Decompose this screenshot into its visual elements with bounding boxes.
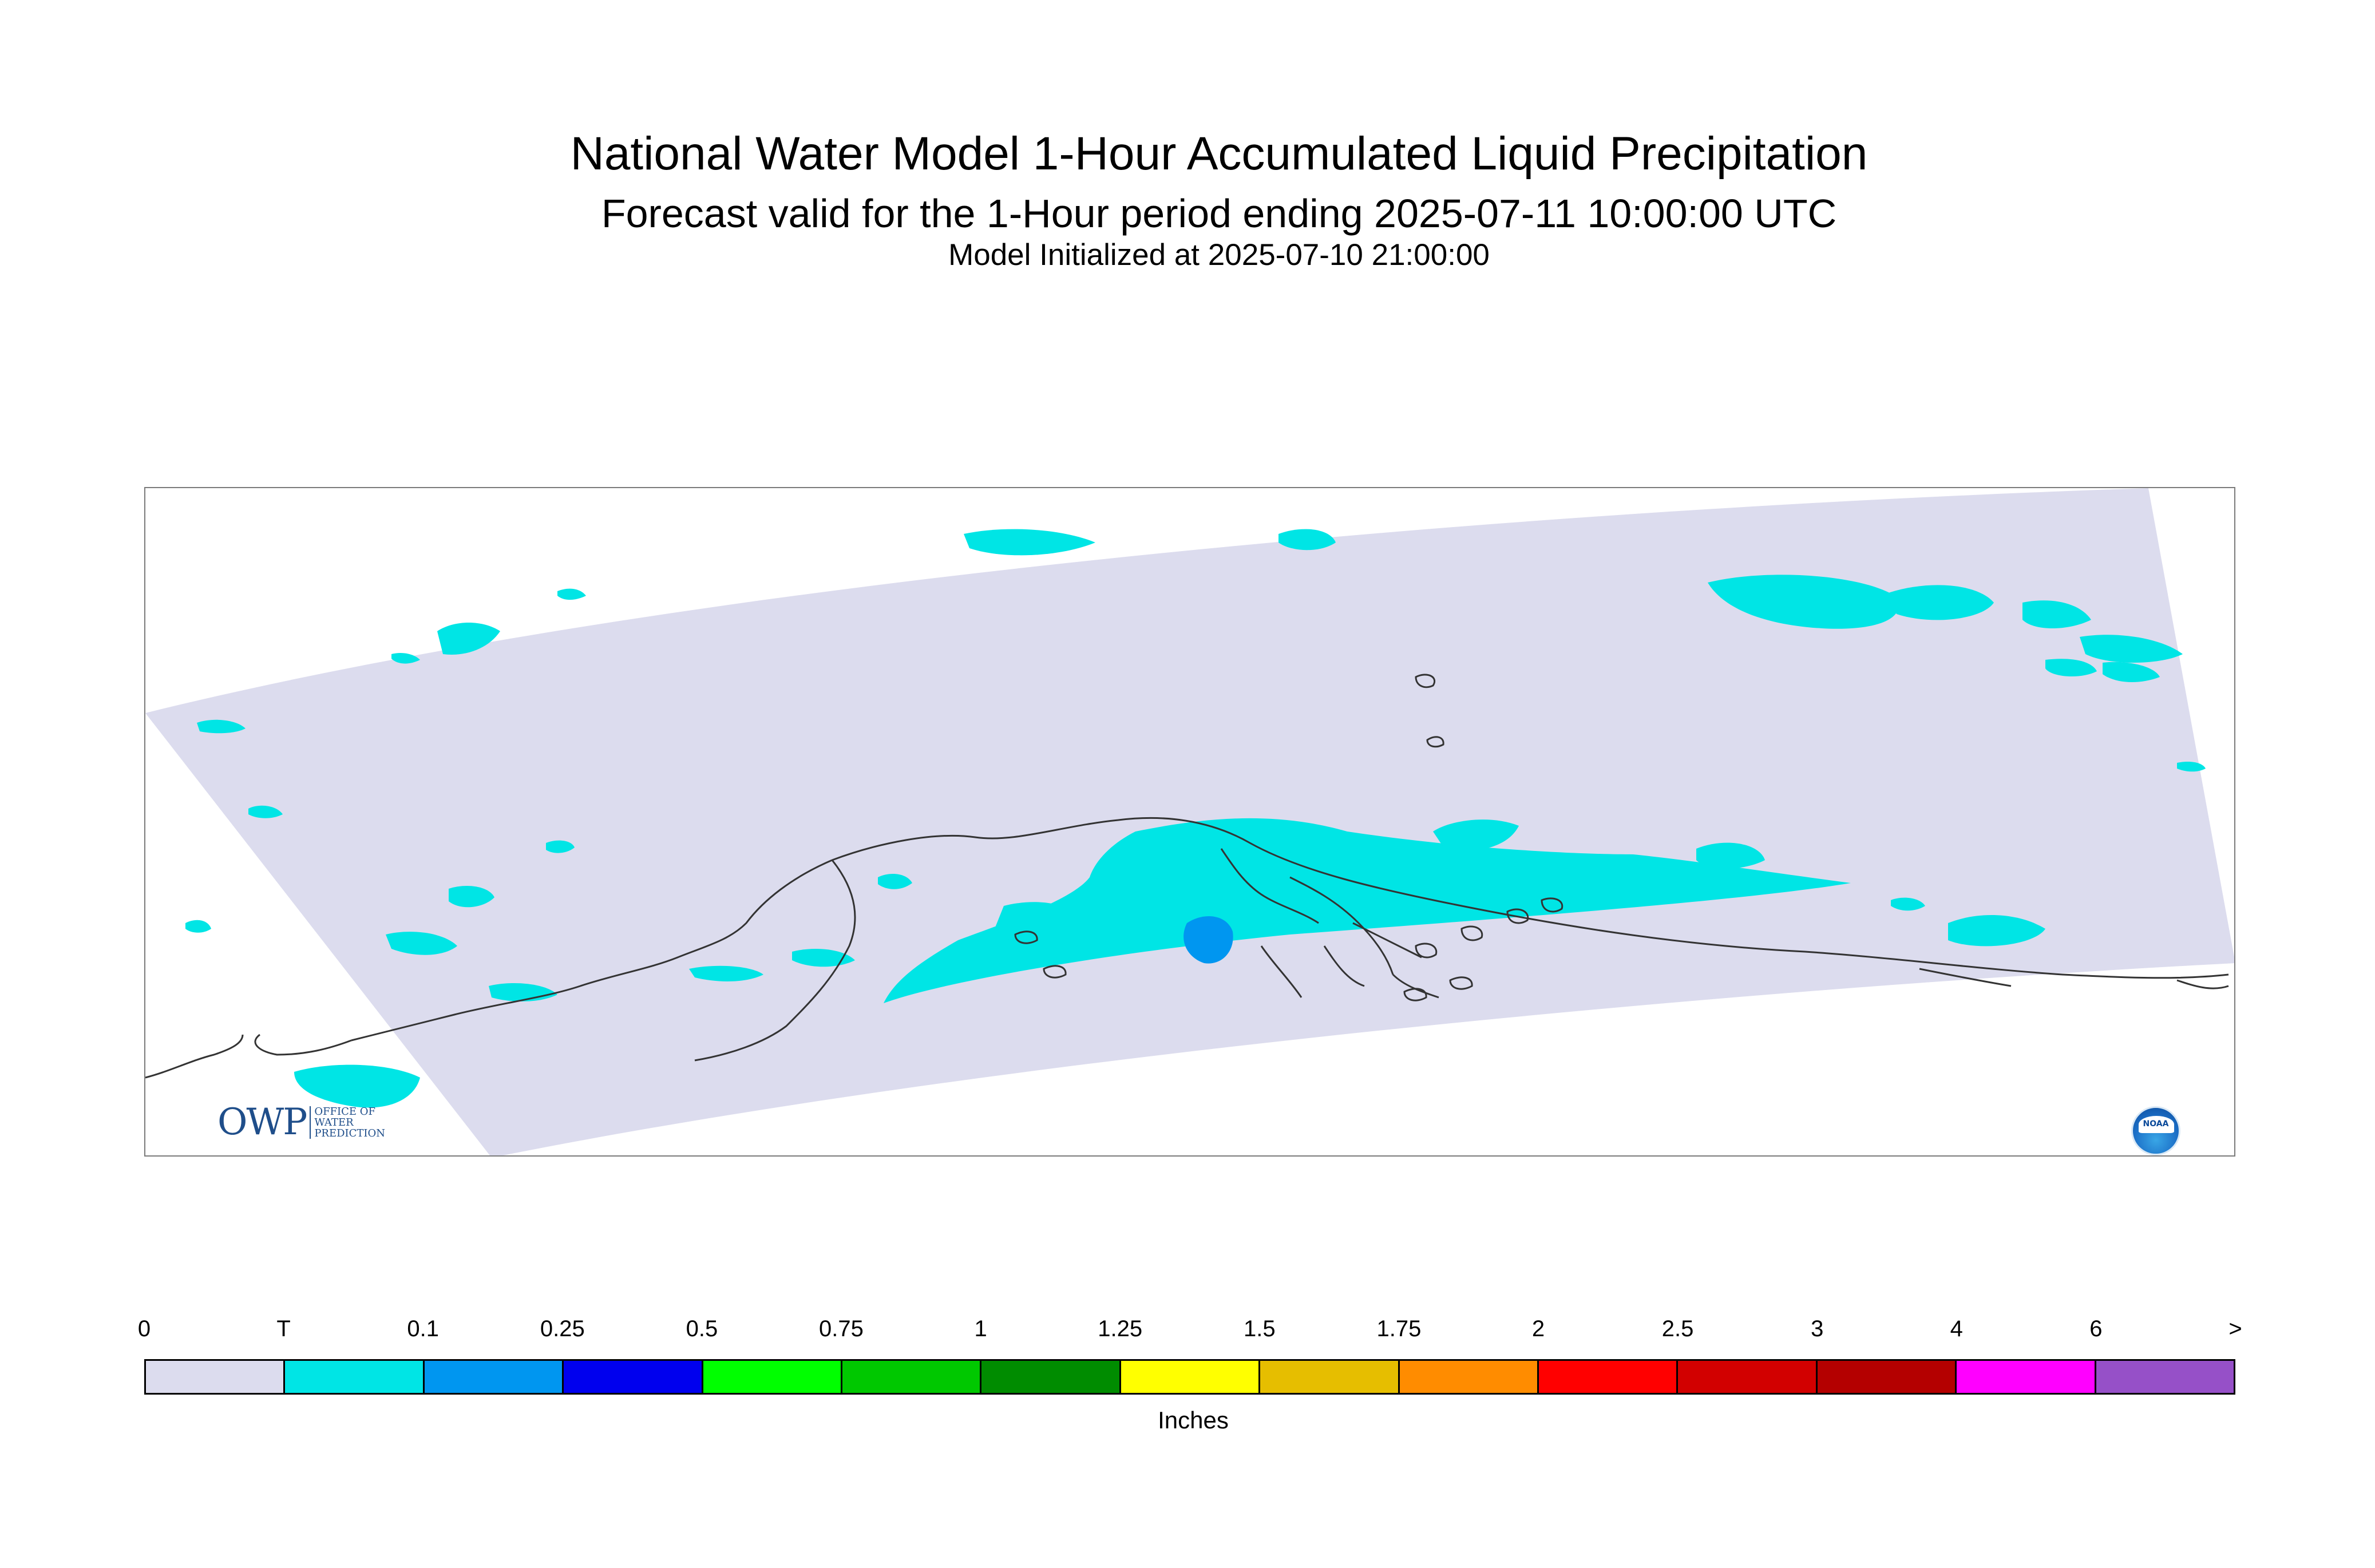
noaa-gull-icon (2139, 1116, 2174, 1133)
colorbar-segment (1815, 1361, 1956, 1393)
colorbar-tick-label: 2 (1531, 1316, 1545, 1341)
noaa-logo: NOAA (2131, 1106, 2180, 1155)
colorbar-tick-label: 2.5 (1661, 1316, 1694, 1341)
colorbar-segment (1258, 1361, 1398, 1393)
colorbar-segment (1398, 1361, 1538, 1393)
noaa-logo-text: NOAA (2143, 1119, 2169, 1129)
colorbar-segment (1537, 1361, 1677, 1393)
light-precip-area (1183, 916, 1233, 964)
colorbar-tick-label: 0.75 (819, 1316, 864, 1341)
owp-line1: Office of (314, 1105, 376, 1118)
owp-line3: Prediction (314, 1127, 386, 1139)
colorbar-tick-label: 3 (1811, 1316, 1824, 1341)
colorbar-tick-label: T (276, 1316, 291, 1341)
colorbar-tick-label: 1.5 (1243, 1316, 1276, 1341)
colorbar-unit-label: Inches (1158, 1407, 1229, 1434)
colorbar-segment (1676, 1361, 1816, 1393)
trace-precip-areas (185, 529, 2206, 1108)
colorbar-tick-label: 0.25 (540, 1316, 585, 1341)
colorbar-segment (701, 1361, 841, 1393)
map-canvas (145, 488, 2234, 1155)
colorbar-tick-label: > (2228, 1316, 2242, 1341)
colorbar-tick-label: 0.1 (407, 1316, 439, 1341)
colorbar-segment (1955, 1361, 2095, 1393)
colorbar-tick-label: 1.25 (1098, 1316, 1143, 1341)
colorbar-labels: 0 T 0.1 0.25 0.5 0.75 1 1.25 1.5 1.75 2 2.5 3 4 6 > (138, 1316, 2242, 1351)
colorbar-tick-label: 1.75 (1376, 1316, 1422, 1341)
map-title: National Water Model 1-Hour Accumulated … (570, 128, 1868, 180)
colorbar-segment (2094, 1361, 2234, 1393)
coastline (145, 817, 2229, 1079)
colorbar-segment (283, 1361, 423, 1393)
colorbar (144, 1359, 2235, 1395)
colorbar-tick-label: 4 (1950, 1316, 1963, 1341)
precipitation-map: OWP Office of Water Prediction NOAA (144, 487, 2235, 1157)
colorbar-segment (562, 1361, 702, 1393)
colorbar-tick-label: 0 (137, 1316, 151, 1341)
colorbar-segment (980, 1361, 1119, 1393)
owp-logo-text: Office of Water Prediction (310, 1106, 385, 1139)
colorbar-segment (841, 1361, 980, 1393)
colorbar-tick-label: 1 (974, 1316, 987, 1341)
colorbar-tick-label: 6 (2089, 1316, 2103, 1341)
islands (1014, 674, 1563, 1001)
colorbar-segment (422, 1361, 563, 1393)
owp-line2: Water (314, 1116, 354, 1129)
forecast-valid-subtitle: Forecast valid for the 1-Hour period end… (601, 191, 1837, 236)
colorbar-segment (146, 1361, 284, 1393)
colorbar-tick-label: 0.5 (686, 1316, 718, 1341)
owp-logo: OWP Office of Water Prediction (217, 1099, 385, 1145)
owp-logo-mark: OWP (217, 1101, 307, 1143)
model-initialized-subtitle: Model Initialized at 2025-07-10 21:00:00 (948, 238, 1490, 272)
colorbar-segment (1119, 1361, 1259, 1393)
